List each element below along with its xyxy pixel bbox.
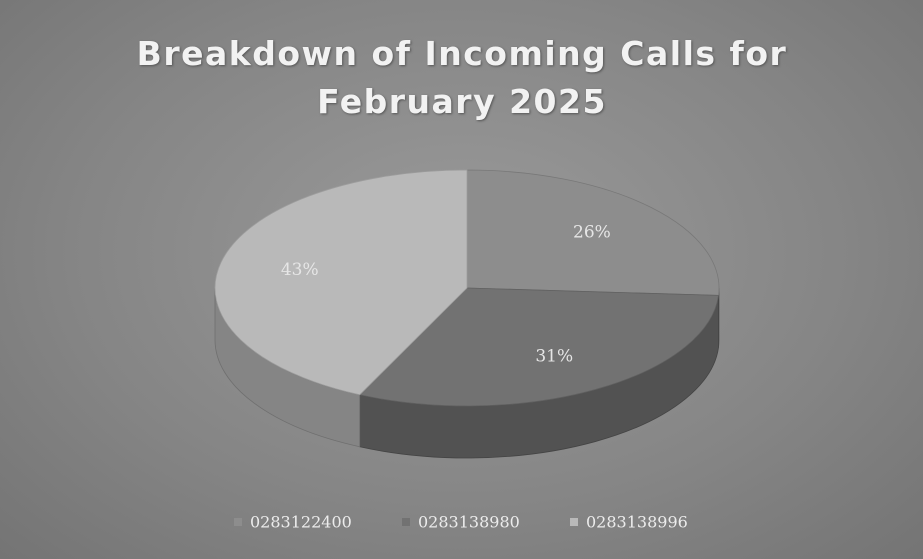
legend-label: 0283138980 bbox=[418, 513, 520, 532]
legend-label: 0283138996 bbox=[586, 513, 688, 532]
legend-label: 0283122400 bbox=[250, 513, 352, 532]
pie-slice bbox=[214, 169, 468, 396]
data-label: 26% bbox=[573, 223, 611, 243]
pie-slice bbox=[466, 169, 720, 296]
chart-title: Breakdown of Incoming Calls for February… bbox=[136, 34, 788, 121]
legend-marker bbox=[402, 518, 410, 526]
data-label: 43% bbox=[281, 260, 319, 280]
data-label: 31% bbox=[535, 347, 573, 367]
pie-slice bbox=[358, 287, 719, 407]
legend-marker bbox=[570, 518, 578, 526]
legend-marker bbox=[234, 518, 242, 526]
